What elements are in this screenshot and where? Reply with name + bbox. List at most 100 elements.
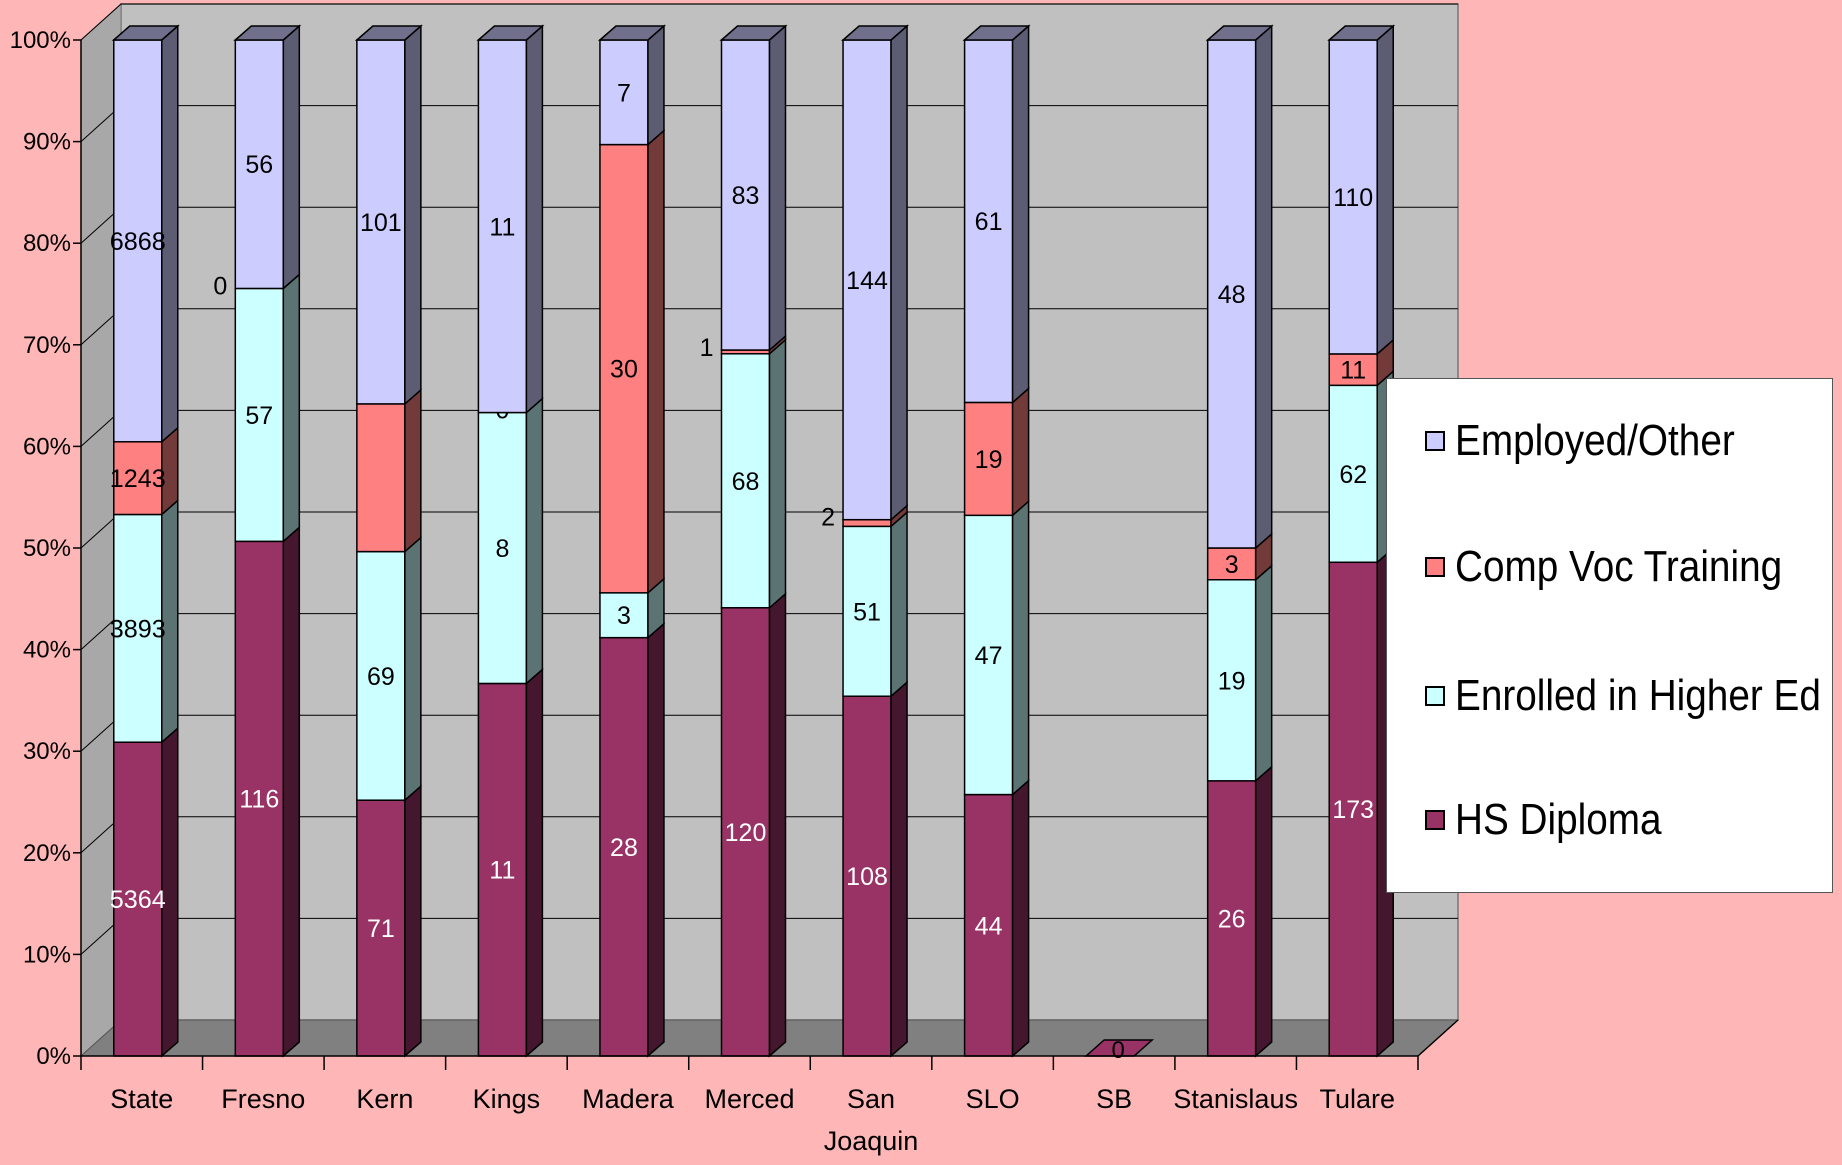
- bar-segment-side: [768, 592, 787, 1058]
- bar-segment-top: [597, 25, 666, 41]
- bar-segment-side: [282, 24, 301, 291]
- bar-segment-side: [282, 525, 301, 1058]
- legend-item-comp-voc-training: Comp Voc Training: [1425, 542, 1827, 592]
- bar-segment-side: [1254, 564, 1273, 783]
- legend-swatch-hs-diploma: [1425, 810, 1445, 830]
- legend-swatch-employed-other: [1425, 431, 1445, 451]
- y-tick-label: 30%: [23, 738, 71, 765]
- bar-segment-side: [1254, 24, 1273, 550]
- data-label: 101: [360, 209, 402, 237]
- bar-segment-side: [890, 24, 908, 522]
- bar-stack-state: 5364 3893 1243 6868: [110, 24, 180, 1058]
- bar-segment: [1328, 39, 1378, 355]
- data-label: 48: [1218, 281, 1246, 309]
- y-tick-label: 100%: [10, 27, 71, 54]
- data-label: 173: [1332, 796, 1374, 824]
- bar-segment-side: [1011, 24, 1030, 405]
- bar-stack-sb: 0: [1084, 1037, 1155, 1064]
- data-label: 8: [495, 535, 509, 563]
- data-label: 83: [732, 182, 760, 210]
- bar-segment: [599, 143, 649, 594]
- data-label: 19: [975, 446, 1003, 474]
- bar-segment-top: [719, 25, 788, 41]
- x-tick-label: Kern: [356, 1084, 413, 1114]
- bar-segment-side: [1011, 386, 1030, 517]
- data-label: 3: [617, 602, 631, 630]
- bar-segment-side: [890, 510, 908, 698]
- bar-stack-kings: 118011: [476, 24, 545, 1058]
- bar-segment-side: [768, 24, 787, 352]
- data-label: 71: [367, 915, 395, 943]
- bar-stack-fresno: 116 57 0 56: [213, 24, 302, 1058]
- bar-segment-top: [962, 25, 1031, 41]
- data-label: 5364: [110, 886, 166, 914]
- data-label: 11: [489, 857, 515, 885]
- bar-stack-slo: 44 47 19 61: [962, 24, 1031, 1058]
- bar-segment: [477, 411, 528, 685]
- legend-label-enrolled-higher-ed: Enrolled in Higher Ed: [1455, 671, 1821, 720]
- bar-segment: [842, 39, 892, 521]
- data-label: 57: [245, 402, 273, 430]
- bar-segment: [113, 39, 163, 443]
- legend-swatch-comp-voc-training: [1425, 557, 1445, 577]
- data-label: 61: [975, 208, 1003, 236]
- bar-segment-side: [404, 24, 422, 406]
- bar-stack-kern: 71 69 101: [354, 24, 423, 1058]
- bar-segment-side: [1254, 765, 1273, 1058]
- y-tick-label: 90%: [23, 129, 71, 156]
- data-label: 11: [1340, 357, 1366, 385]
- bar-segment-top: [233, 25, 302, 41]
- data-label: 1: [700, 334, 714, 362]
- y-tick-label: 70%: [23, 332, 71, 359]
- chart-legend: HS Diploma Enrolled in Higher Ed Comp Vo…: [1386, 378, 1833, 893]
- x-tick-label: State: [110, 1084, 173, 1114]
- bar-segment: [1206, 579, 1257, 782]
- bar-segment-side: [647, 128, 665, 595]
- data-label: 0: [1111, 1037, 1124, 1064]
- bar-stack-san-joaquin: 108 51 2 144: [821, 24, 910, 1058]
- data-label: 1243: [110, 465, 166, 493]
- bar-segment: [356, 39, 406, 405]
- data-label: 28: [610, 834, 638, 862]
- data-label: 56: [245, 151, 273, 179]
- data-label: 26: [1218, 905, 1246, 933]
- bar-segment: [720, 39, 771, 351]
- x-tick-label: SLO: [966, 1084, 1020, 1114]
- data-label: 44: [975, 912, 1003, 940]
- bar-segment: [1328, 384, 1378, 564]
- bar-segment: [842, 525, 892, 697]
- legend-label-hs-diploma: HS Diploma: [1455, 795, 1662, 844]
- x-tick-label: Fresno: [221, 1084, 305, 1114]
- bar-stack-stanislaus: 26 19 3 48: [1205, 24, 1274, 1058]
- bar-segment-side: [1376, 24, 1394, 356]
- bar-segment-side: [525, 24, 544, 415]
- bar-stack-madera: 28 3 30 7: [597, 24, 666, 1058]
- data-label: 110: [1333, 184, 1373, 212]
- data-label: 51: [853, 598, 881, 626]
- data-label: 62: [1339, 461, 1367, 489]
- bar-segment-top: [476, 25, 545, 41]
- y-tick-label: 20%: [23, 840, 71, 867]
- bar-segment: [356, 403, 406, 553]
- bar-segment-top: [1205, 25, 1274, 41]
- data-label: 47: [975, 642, 1003, 670]
- bar-segment-side: [525, 396, 544, 686]
- legend-swatch-enrolled-higher-ed: [1425, 686, 1445, 706]
- bar-segment-side: [1011, 499, 1030, 797]
- bar-segment: [113, 741, 163, 1057]
- data-label: 19: [1218, 667, 1246, 695]
- bar-segment-side: [768, 338, 787, 610]
- bar-segment-side: [282, 272, 301, 543]
- bar-segment: [234, 39, 285, 290]
- data-label: 0: [213, 272, 227, 300]
- x-tick-label: Merced: [704, 1084, 794, 1114]
- bar-segment-side: [1011, 778, 1030, 1058]
- bar-segment-top: [1327, 25, 1396, 41]
- bar-segment-side: [890, 680, 908, 1058]
- y-tick-label: 0%: [36, 1043, 71, 1070]
- bar-segment: [963, 514, 1014, 796]
- legend-item-enrolled-higher-ed: Enrolled in Higher Ed: [1425, 671, 1842, 721]
- bar-stack-merced: 120 68 1 83: [700, 24, 788, 1058]
- y-tick-label: 40%: [23, 637, 71, 664]
